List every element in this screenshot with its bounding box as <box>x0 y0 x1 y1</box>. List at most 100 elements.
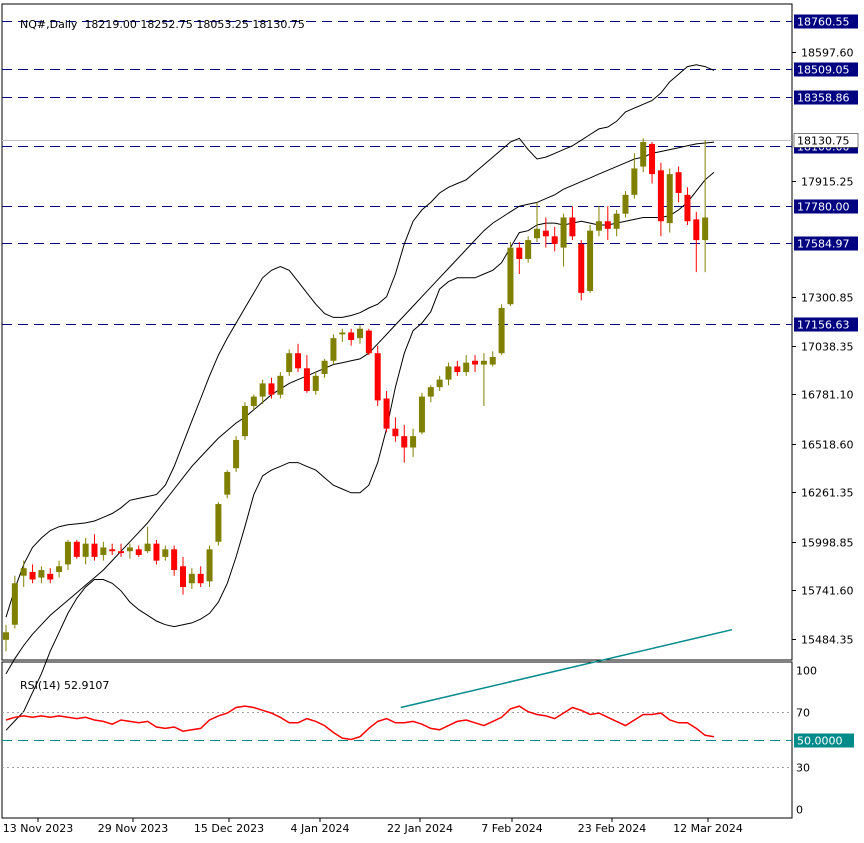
candle-body-down <box>516 247 523 259</box>
candle-body-down <box>180 566 186 588</box>
candle-body-up <box>418 396 425 433</box>
price-level-label: 18509.05 <box>797 64 850 77</box>
candle-body-up <box>631 168 638 195</box>
candle-body-down <box>657 170 664 222</box>
rsi-header: RSI(14) 52.9107 <box>6 666 109 705</box>
candle-body-down <box>118 551 125 554</box>
date-tick-label: 29 Nov 2023 <box>98 822 168 835</box>
rsi-tick-label: 30 <box>796 762 810 775</box>
price-tick-label: 18597.60 <box>801 47 854 60</box>
candle-body-up <box>525 240 532 259</box>
candle-body-up <box>427 387 434 397</box>
candle-body-down <box>91 543 98 557</box>
candle-body-up <box>445 366 452 380</box>
candle-body-up <box>82 543 89 557</box>
ohlc-label: 18219.00 18252.75 18053.25 18130.75 <box>84 18 305 31</box>
candle-body-up <box>259 383 266 397</box>
candle-body-up <box>188 573 195 584</box>
candle-body-up <box>357 328 363 339</box>
candle-body-down <box>401 436 408 448</box>
price-level-label: 17156.63 <box>797 319 850 332</box>
candle-body-up <box>702 217 709 241</box>
upper-band-line <box>5 64 715 618</box>
rsi-tick-label: 100 <box>796 665 817 678</box>
candle-body-up <box>241 406 248 437</box>
rsi-tick-label: 70 <box>796 707 810 720</box>
candle-body-up <box>286 353 293 373</box>
candle-body-up <box>206 549 213 582</box>
candle-body-down <box>675 172 682 193</box>
price-tick-label: 15484.35 <box>801 634 854 647</box>
candle-body-up <box>489 356 496 365</box>
price-tick-label: 16518.60 <box>801 439 854 452</box>
candle-body-down <box>383 398 390 429</box>
price-level-tag <box>794 62 858 77</box>
candle-body-up <box>233 439 240 469</box>
candle-body-up <box>595 221 602 231</box>
candle-body-up <box>20 568 27 576</box>
candle-body-up <box>436 379 443 388</box>
date-tick-label: 22 Jan 2024 <box>387 822 453 835</box>
price-level-label: 18358.86 <box>797 92 850 105</box>
candle-body-down <box>472 360 479 365</box>
candle-body-down <box>604 221 611 229</box>
date-tick-label: 23 Feb 2024 <box>578 822 646 835</box>
price-level-tag <box>794 236 858 251</box>
candle-body-up <box>339 332 346 335</box>
candle-body-down <box>135 549 142 555</box>
candle-body-down <box>73 541 80 557</box>
candle-body-up <box>11 583 18 625</box>
price-level-tag <box>794 14 858 29</box>
candle-body-down <box>171 549 178 571</box>
candle-body-down <box>365 330 372 354</box>
candle-body-up <box>126 547 133 552</box>
candle-body-up <box>587 230 594 292</box>
candle-body-down <box>649 143 656 175</box>
candle-body-up <box>507 247 514 305</box>
candle-body-up <box>498 307 505 354</box>
candle-body-up <box>330 338 337 361</box>
candle-body-up <box>560 217 567 248</box>
price-level-label: 17584.97 <box>797 238 850 251</box>
middle-band-line <box>5 141 715 675</box>
candle-body-up <box>640 142 647 167</box>
candle-body-up <box>666 174 673 224</box>
candle-body-down <box>47 573 54 580</box>
candle-body-up <box>144 543 151 552</box>
candle-body-up <box>162 549 169 557</box>
rsi-level-tag <box>794 733 854 748</box>
rsi-trendline <box>400 628 733 709</box>
candle-body-up <box>321 360 328 374</box>
candle-body-down <box>303 368 310 391</box>
price-level-tag <box>794 317 858 332</box>
date-tick-label: 13 Nov 2023 <box>3 822 73 835</box>
price-level-tag <box>794 90 858 105</box>
candle-body-up <box>56 566 63 572</box>
price-tick-label: 15998.85 <box>801 537 854 550</box>
candle-body-down <box>454 366 461 373</box>
rsi-line <box>5 705 715 741</box>
candle-body-down <box>569 217 576 237</box>
date-tick-label: 12 Mar 2024 <box>673 822 743 835</box>
current-price-tag <box>793 133 859 148</box>
candle-body-up <box>312 375 319 391</box>
candle-body-up <box>64 541 71 565</box>
candle-body-up <box>534 228 540 239</box>
price-tick-label: 16781.10 <box>801 389 854 402</box>
candle-body-down <box>684 194 691 222</box>
symbol-label: NQ#,Daily <box>20 18 78 31</box>
price-tick-label: 17038.35 <box>801 341 854 354</box>
candle-body-up <box>100 547 107 555</box>
rsi-level-label: 50.0000 <box>797 735 843 748</box>
price-tick-label: 17300.85 <box>801 292 854 305</box>
price-tick-label: 15741.60 <box>801 585 854 598</box>
date-tick-label: 15 Dec 2023 <box>194 822 264 835</box>
current-price-label: 18130.75 <box>797 135 850 148</box>
rsi-label: RSI(14) 52.9107 <box>20 679 110 692</box>
candle-body-up <box>463 362 470 373</box>
candle-body-down <box>268 383 275 395</box>
candle-body-down <box>29 571 36 580</box>
price-level-label: 18760.55 <box>797 16 850 29</box>
